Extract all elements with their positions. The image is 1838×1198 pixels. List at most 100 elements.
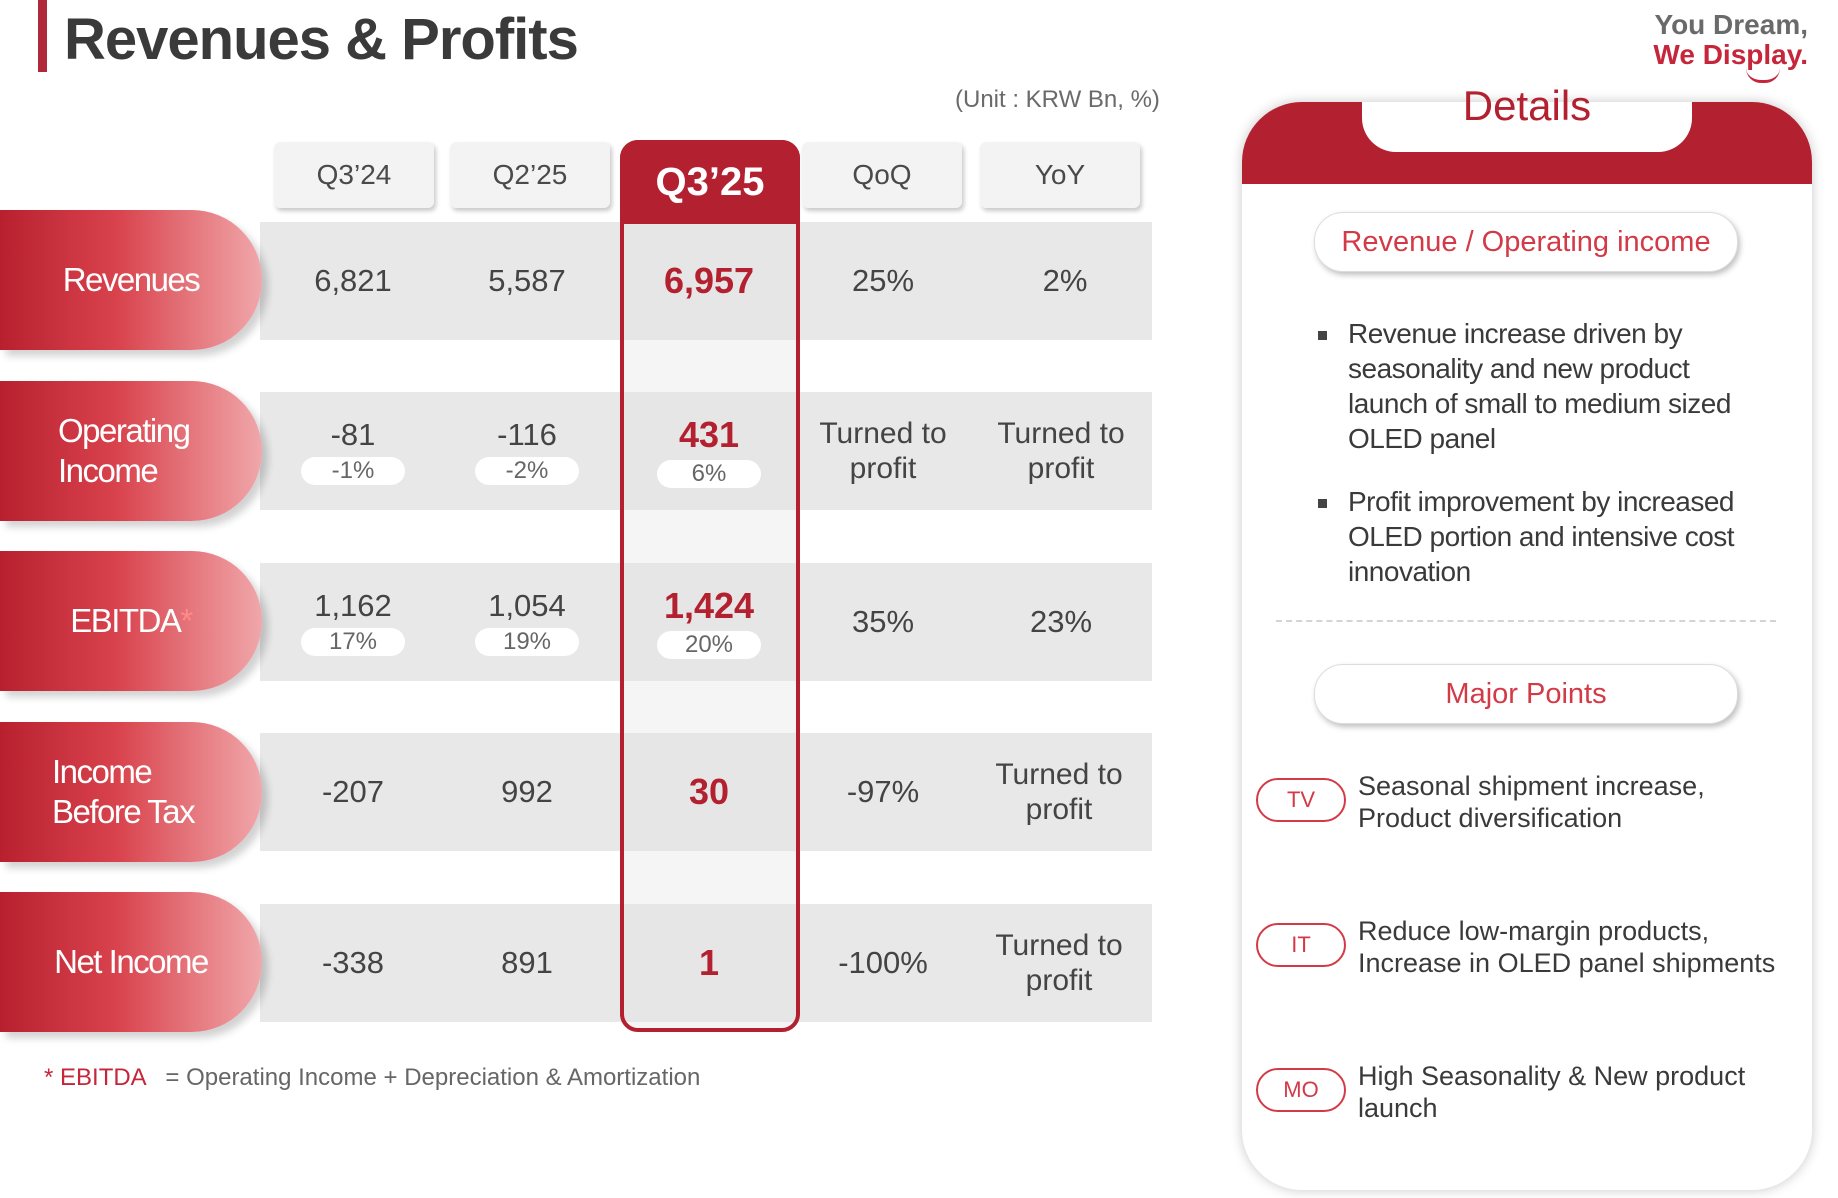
cell-revenues-yoy: 2% bbox=[980, 222, 1150, 340]
cell-value: 992 bbox=[501, 774, 553, 809]
details-panel-tab bbox=[1362, 102, 1692, 152]
cell-value: 23% bbox=[1029, 604, 1093, 639]
cell-net-income-q3-25: 1 bbox=[624, 904, 794, 1022]
cell-value: 1,054 bbox=[488, 588, 566, 623]
row-label-operating-income: Operating Income bbox=[0, 381, 262, 521]
margin-pill: -2% bbox=[475, 457, 579, 485]
brand-slogan: You Dream, We Display. bbox=[1653, 9, 1808, 83]
title-accent-bar bbox=[38, 0, 47, 72]
margin-pill: 17% bbox=[301, 628, 405, 656]
cell-line-1: Turned to bbox=[997, 417, 1125, 450]
page-title: Revenues & Profits bbox=[64, 7, 579, 72]
cell-value: 5,587 bbox=[488, 263, 566, 298]
row-band-net-income bbox=[260, 904, 1152, 1022]
cell-ebitda-yoy: 23% bbox=[976, 563, 1146, 681]
tag-tv: TV bbox=[1256, 778, 1346, 822]
cell-line-2: profit bbox=[849, 452, 917, 485]
point-line-1: Seasonal shipment increase, bbox=[1358, 771, 1705, 801]
bullet-square-icon bbox=[1318, 331, 1327, 340]
cell-income-before-tax-yoy: Turned to profit bbox=[974, 733, 1144, 851]
unit-note: (Unit : KRW Bn, %) bbox=[955, 86, 1160, 113]
col-header-q2-25: Q2’25 bbox=[450, 142, 610, 208]
cell-operating-income-q3-25: 431 6% bbox=[624, 392, 794, 510]
cell-value: 6,957 bbox=[663, 260, 755, 301]
cell-value: 1,162 bbox=[314, 588, 392, 623]
slogan-line-1: You Dream, bbox=[1654, 9, 1808, 40]
asterisk-mark: * bbox=[180, 602, 193, 639]
point-line-1: Reduce low-margin products, bbox=[1358, 916, 1710, 946]
bullet-square-icon bbox=[1318, 499, 1327, 508]
cell-revenues-q3-24: 6,821 bbox=[268, 222, 438, 340]
cell-net-income-yoy: Turned to profit bbox=[974, 904, 1144, 1022]
row-label-line-1: Income bbox=[52, 753, 153, 790]
bullet-text: Revenue increase driven by seasonality a… bbox=[1348, 318, 1731, 454]
cell-value: 25% bbox=[851, 263, 915, 298]
cell-value: 1 bbox=[698, 942, 720, 983]
cell-ebitda-qoq: 35% bbox=[798, 563, 968, 681]
cell-value: 2% bbox=[1042, 263, 1088, 298]
cell-value: -116 bbox=[497, 417, 557, 452]
smile-icon bbox=[1746, 68, 1780, 83]
cell-value: -81 bbox=[330, 417, 376, 452]
slogan-line-2: We Display. bbox=[1653, 39, 1808, 70]
point-line-1: High Seasonality & New product bbox=[1358, 1061, 1746, 1091]
row-label-revenues: Revenues bbox=[0, 210, 262, 350]
cell-line-1: Turned to bbox=[995, 758, 1123, 791]
cell-operating-income-q3-24: -81 -1% bbox=[268, 392, 438, 510]
cell-operating-income-yoy: Turned to profit bbox=[976, 392, 1146, 510]
cell-ebitda-q2-25: 1,054 19% bbox=[442, 563, 612, 681]
dashed-divider bbox=[1276, 620, 1776, 622]
point-line-2: Increase in OLED panel shipments bbox=[1358, 948, 1776, 978]
cell-value: 30 bbox=[688, 771, 730, 812]
col-header-q3-24: Q3’24 bbox=[274, 142, 434, 208]
cell-line-2: profit bbox=[1027, 452, 1095, 485]
bullet-item: Profit improvement by increased OLED por… bbox=[1318, 484, 1758, 589]
cell-value: -97% bbox=[846, 774, 920, 809]
margin-pill: -1% bbox=[301, 457, 405, 485]
row-label-text: Net Income bbox=[54, 943, 209, 980]
row-label-ebitda: EBITDA* bbox=[0, 551, 262, 691]
highlight-column-frame bbox=[620, 140, 800, 1032]
cell-line-1: Turned to bbox=[995, 929, 1123, 962]
cell-value: -100% bbox=[838, 945, 928, 980]
row-band-income-before-tax bbox=[260, 733, 1152, 851]
cell-value: 1,424 bbox=[663, 585, 755, 626]
cell-operating-income-q2-25: -116 -2% bbox=[442, 392, 612, 510]
footnote: * EBITDA = Operating Income + Depreciati… bbox=[44, 1064, 700, 1092]
cell-net-income-q2-25: 891 bbox=[442, 904, 612, 1022]
row-label-line-2: Before Tax bbox=[52, 793, 196, 830]
details-panel bbox=[1242, 102, 1812, 1190]
row-band-operating-income bbox=[260, 392, 1152, 510]
col-header-yoy: YoY bbox=[980, 142, 1140, 208]
row-label-text: Revenues bbox=[62, 261, 201, 298]
tag-mo: MO bbox=[1256, 1068, 1346, 1112]
col-header-qoq: QoQ bbox=[802, 142, 962, 208]
details-bullet-list: Revenue increase driven by seasonality a… bbox=[1318, 316, 1758, 617]
margin-pill: 19% bbox=[475, 628, 579, 656]
cell-income-before-tax-q3-24: -207 bbox=[268, 733, 438, 851]
tag-it: IT bbox=[1256, 923, 1346, 967]
cell-operating-income-qoq: Turned to profit bbox=[798, 392, 968, 510]
cell-value: 6,821 bbox=[314, 263, 392, 298]
cell-line-2: profit bbox=[1025, 793, 1093, 826]
section-pill-major-points: Major Points bbox=[1314, 664, 1738, 724]
cell-revenues-q3-25: 6,957 bbox=[624, 222, 794, 340]
bullet-item: Revenue increase driven by seasonality a… bbox=[1318, 316, 1758, 456]
row-label-line-1: Operating bbox=[58, 412, 191, 449]
cell-income-before-tax-qoq: -97% bbox=[798, 733, 968, 851]
cell-ebitda-q3-25: 1,424 20% bbox=[624, 563, 794, 681]
cell-revenues-q2-25: 5,587 bbox=[442, 222, 612, 340]
cell-line-2: profit bbox=[1025, 964, 1093, 997]
cell-value: -207 bbox=[321, 774, 385, 809]
row-band-revenues bbox=[260, 222, 1152, 340]
point-line-2: launch bbox=[1358, 1093, 1438, 1123]
section-pill-revenue-operating-income: Revenue / Operating income bbox=[1314, 212, 1738, 272]
cell-revenues-qoq: 25% bbox=[798, 222, 968, 340]
row-label-text: EBITDA bbox=[70, 602, 182, 639]
footnote-key: * EBITDA bbox=[44, 1064, 146, 1091]
margin-pill: 6% bbox=[657, 460, 761, 488]
bullet-text: Profit improvement by increased OLED por… bbox=[1348, 486, 1735, 587]
cell-value: 431 bbox=[678, 414, 740, 455]
cell-value: 35% bbox=[851, 604, 915, 639]
margin-pill: 20% bbox=[657, 631, 761, 659]
